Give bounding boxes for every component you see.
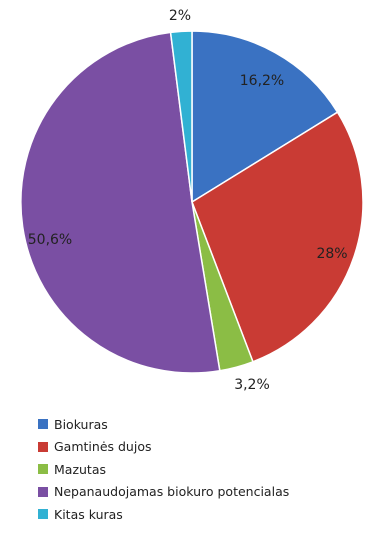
- legend-swatch: [38, 509, 48, 520]
- legend-item: Gamtinės dujos: [38, 436, 368, 459]
- pie-slice-biokuras: [191, 30, 339, 204]
- legend-item: Mazutas: [38, 458, 368, 481]
- pie-slice-nepanaudojamas-biokuro-potencialas: [20, 31, 221, 374]
- legend: Biokuras Gamtinės dujos Mazutas Nepanaudoja…: [38, 413, 368, 526]
- legend-label: Nepanaudojamas biokuro potencialas: [54, 484, 290, 500]
- legend-label: Mazutas: [54, 461, 107, 477]
- legend-item: Kitas kuras: [38, 503, 368, 526]
- slice-data-label: 28%: [316, 246, 347, 262]
- legend-swatch: [38, 419, 48, 430]
- legend-item: Biokuras: [38, 413, 368, 436]
- legend-item: Nepanaudojamas biokuro potencialas: [38, 481, 368, 504]
- pie-slice-labels: 16,2% 28% 3,2% 50,6% 2%: [28, 8, 348, 393]
- legend-label: Gamtinės dujos: [54, 439, 152, 455]
- legend-swatch: [38, 486, 48, 497]
- pie-slices: [20, 30, 364, 374]
- slice-data-label: 3,2%: [234, 377, 270, 393]
- slice-data-label: 2%: [169, 8, 191, 24]
- pie-slice-kitas-kuras: [169, 30, 193, 203]
- legend-swatch: [38, 464, 48, 475]
- slice-data-label: 16,2%: [240, 73, 284, 89]
- slice-data-label: 50,6%: [28, 232, 72, 248]
- legend-swatch: [38, 441, 48, 452]
- legend-label: Kitas kuras: [54, 506, 123, 522]
- legend-label: Biokuras: [54, 416, 108, 432]
- pie-slice-gamtin-s-dujos: [191, 111, 364, 363]
